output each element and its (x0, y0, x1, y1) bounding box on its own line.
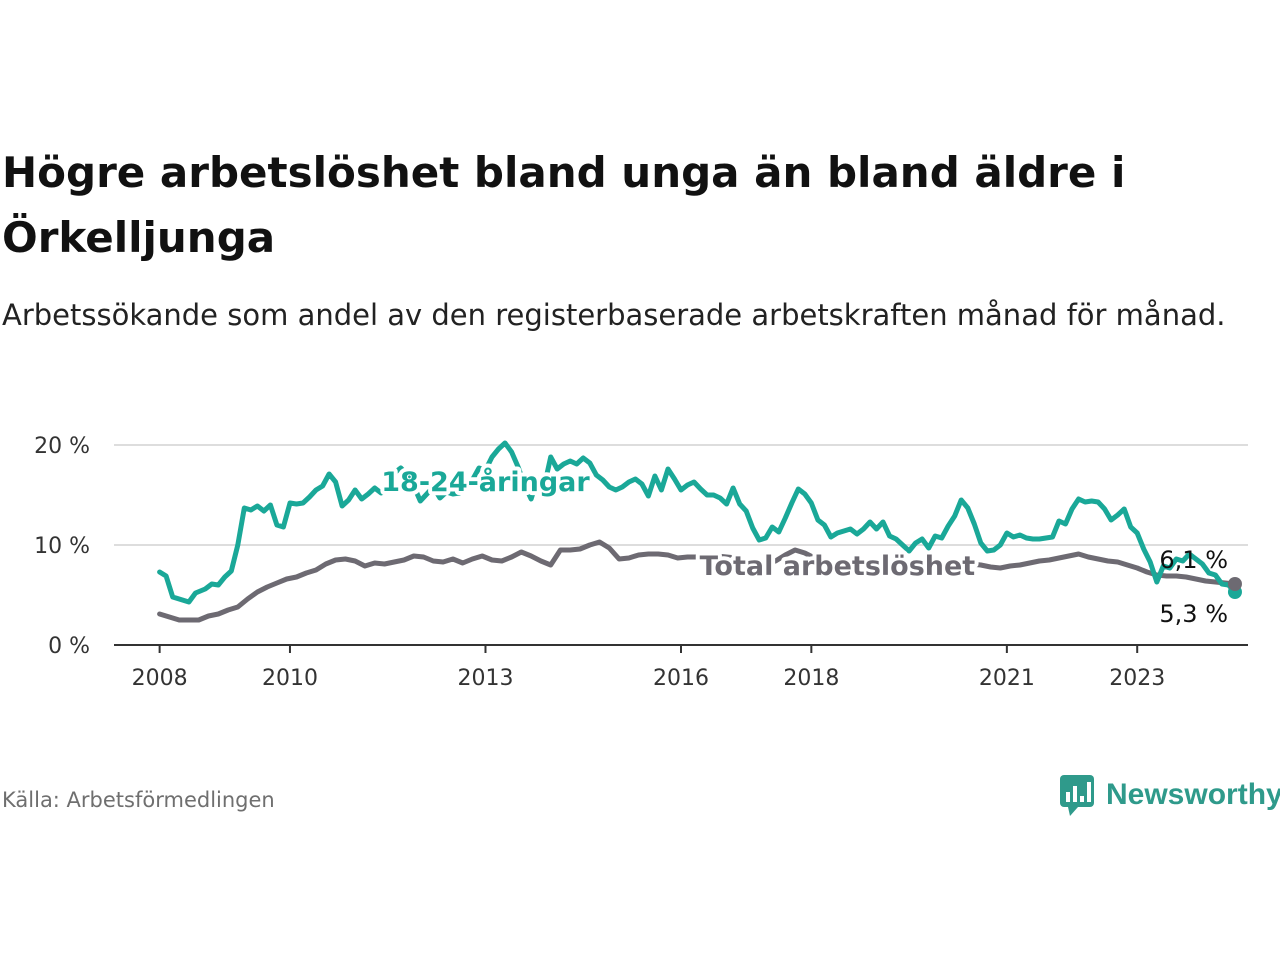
series-name-halo: 18-24-åringar (381, 466, 590, 498)
series-name-label: Total arbetslöshet (700, 551, 976, 582)
brand-name: Newsworthy (1106, 778, 1280, 811)
y-tick-label: 0 % (48, 634, 90, 659)
series-name-halo: Total arbetslöshet (700, 551, 976, 582)
series-lines (157, 440, 1242, 623)
series-name-label: 18-24-åringar (381, 466, 590, 498)
x-tick-label: 2016 (653, 666, 709, 691)
x-tick-label: 2010 (262, 666, 318, 691)
end-value-label: 6,1 % (1159, 546, 1228, 574)
end-marker-1 (1227, 577, 1242, 591)
chart-subtitle: Arbetssökande som andel av den registerb… (2, 298, 1226, 332)
line-chart: 0 % 10 % 20 % 2008 2010 2013 2016 2018 2021 2023… (34, 434, 1248, 691)
x-tick-label: 2023 (1109, 666, 1165, 691)
gridlines (114, 444, 1248, 546)
total-series-line (157, 539, 1238, 623)
source-note: Källa: Arbetsförmedlingen (2, 788, 275, 812)
end-value-label: 5,3 % (1159, 600, 1228, 628)
x-tick-label: 2013 (457, 666, 513, 691)
y-tick-label: 20 % (34, 434, 90, 459)
youth-series-line (157, 440, 1238, 605)
x-tick-label: 2008 (132, 666, 188, 691)
newsworthy-icon (1060, 775, 1094, 816)
x-tick-label: 2018 (783, 666, 839, 691)
x-tick-label: 2021 (979, 666, 1035, 691)
brand-logo: Newsworthy (1058, 772, 1280, 818)
chart-title: Högre arbetslöshet bland unga än bland ä… (2, 148, 1126, 262)
y-tick-label: 10 % (34, 534, 90, 559)
x-axis: 2008 2010 2013 2016 2018 2021 2023 (114, 644, 1248, 691)
series-labels: 5,3 %6,1 %18-24-åringar18-24-åringarTota… (377, 462, 1228, 628)
y-axis: 0 % 10 % 20 % (34, 434, 90, 659)
